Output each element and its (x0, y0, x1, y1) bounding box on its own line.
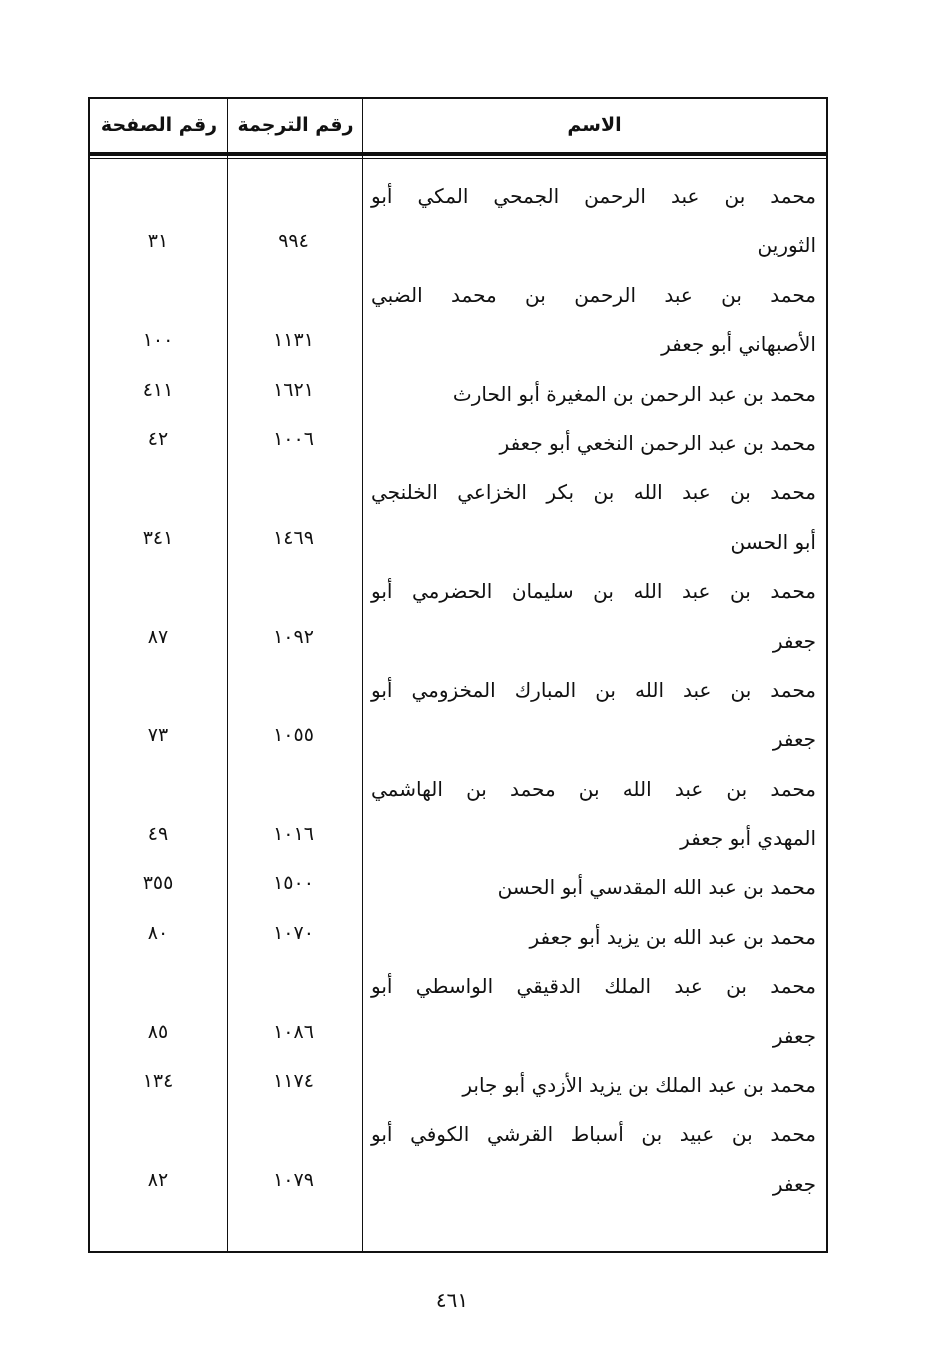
translation-number: ١٠٥٥ (273, 724, 314, 747)
name-line: محمد بن عبد الله المقدسي أبو الحسن (497, 875, 816, 900)
translation-number: ١٦٢١ (273, 378, 314, 401)
name-line: محمد بن عبد الملك بن يزيد الأزدي أبو جاب… (462, 1073, 816, 1098)
name-line: محمد بن عبد الله بن محمد بن الهاشمي (371, 776, 816, 801)
entry-name: محمد بن عبد الله بن محمد بن الهاشمي المهد… (371, 765, 816, 864)
header-rule-thick (90, 152, 826, 156)
name-line: أبو الحسن (730, 529, 816, 554)
translation-number: ١٥٠٠ (273, 872, 314, 895)
entry-name: محمد بن عبد الله المقدسي أبو الحسن (371, 863, 816, 912)
name-line: جعفر (772, 628, 816, 653)
translation-number: ١٠٨٦ (273, 1020, 314, 1043)
page-number-cell: ٨٥ (147, 1020, 169, 1043)
table-row: محمد بن عبد الله بن يزيد أبو جعفر ١٠٧٠ ٨٠ (90, 913, 826, 962)
table-row: محمد بن عبد الرحمن بن محمد الضبي الأصبهان… (90, 271, 826, 370)
page-number-cell: ٨٠ (147, 921, 169, 944)
name-line: محمد بن عبد الرحمن الجمحي المكي أبو (371, 184, 816, 208)
table-row: محمد بن عبد الله بن المبارك المخزومي أبو… (90, 666, 826, 765)
entry-name: محمد بن عبد الله بن المبارك المخزومي أبو… (371, 666, 816, 765)
page-number: ٤٦١ (435, 1288, 469, 1312)
table-row: محمد بن عبيد بن أسباط القرشي الكوفي أبو ج… (90, 1110, 826, 1209)
name-line: الثورين (757, 233, 816, 258)
entry-name: محمد بن عبد الله بن يزيد أبو جعفر (371, 913, 816, 962)
header-rule-thin (90, 158, 826, 159)
entry-name: محمد بن عبد الملك الدقيقي الواسطي أبو جعف… (371, 962, 816, 1061)
page-number-cell: ٨٢ (147, 1168, 169, 1191)
name-line: المهدي أبو جعفر (680, 826, 816, 851)
page-number-cell: ٣٤١ (142, 526, 174, 549)
name-line: محمد بن عبد الرحمن بن المغيرة أبو الحارث (452, 381, 816, 406)
table-row: محمد بن عبد الله بن محمد بن الهاشمي المهد… (90, 765, 826, 864)
header-page-no: رقم الصفحة (100, 114, 218, 136)
translation-number: ١١٧٤ (273, 1070, 314, 1093)
name-line: محمد بن عبد الله بن يزيد أبو جعفر (529, 924, 816, 949)
name-line: الأصبهاني أبو جعفر (661, 332, 816, 357)
table-row: محمد بن عبد الله المقدسي أبو الحسن ١٥٠٠ ٣٥… (90, 863, 826, 912)
name-line: جعفر (772, 727, 816, 752)
translation-number: ٩٩٤ (278, 230, 309, 253)
header-name: الاسم (567, 114, 622, 136)
entry-name: محمد بن عبد الله بن بكر الخزاعي الخلنجي أ… (371, 468, 816, 567)
name-line: جعفر (772, 1171, 816, 1196)
translation-number: ١٤٦٩ (273, 526, 314, 549)
name-line: محمد بن عبد الملك الدقيقي الواسطي أبو (371, 974, 816, 999)
name-line: جعفر (772, 1023, 816, 1048)
page-number-cell: ١٣٤ (142, 1070, 174, 1093)
index-table: الاسم رقم الترجمة رقم الصفحة محمد بن عبد… (88, 97, 828, 1253)
translation-number: ١١٣١ (273, 329, 314, 352)
table-header: الاسم رقم الترجمة رقم الصفحة (90, 99, 826, 152)
table-row: محمد بن عبد الرحمن الجمحي المكي أبو الثور… (90, 172, 826, 271)
page-number-cell: ٣٥٥ (142, 872, 174, 895)
column-divider (227, 99, 228, 1251)
header-translation-no: رقم الترجمة (237, 114, 354, 136)
page-number-cell: ٧٣ (147, 724, 169, 747)
name-line: محمد بن عبيد بن أسباط القرشي الكوفي أبو (371, 1122, 816, 1147)
entry-name: محمد بن عبد الرحمن بن المغيرة أبو الحارث (371, 370, 816, 419)
translation-number: ١٠٧٠ (273, 921, 314, 944)
entry-name: محمد بن عبد الرحمن الجمحي المكي أبو الثور… (371, 172, 816, 271)
page-number-cell: ٤٩ (147, 823, 169, 846)
table-row: محمد بن عبد الملك الدقيقي الواسطي أبو جعف… (90, 962, 826, 1061)
translation-number: ١٠١٦ (273, 823, 314, 846)
page-number-cell: ٣١ (147, 230, 169, 253)
entry-name: محمد بن عبد الرحمن النخعي أبو جعفر (371, 419, 816, 468)
table-row: محمد بن عبد الرحمن بن المغيرة أبو الحارث… (90, 370, 826, 419)
page-number-cell: ٤٢ (147, 427, 169, 450)
translation-number: ١٠٩٢ (273, 625, 314, 648)
table-body: محمد بن عبد الرحمن الجمحي المكي أبو الثور… (90, 172, 826, 1209)
page-number-cell: ١٠٠ (142, 329, 174, 352)
name-line: محمد بن عبد الله بن بكر الخزاعي الخلنجي (371, 480, 816, 505)
translation-number: ١٠٠٦ (273, 427, 314, 450)
name-line: محمد بن عبد الرحمن النخعي أبو جعفر (499, 430, 816, 455)
entry-name: محمد بن عبيد بن أسباط القرشي الكوفي أبو ج… (371, 1110, 816, 1209)
table-row: محمد بن عبد الرحمن النخعي أبو جعفر ١٠٠٦ ٤٢ (90, 419, 826, 468)
name-line: محمد بن عبد الرحمن بن محمد الضبي (371, 282, 816, 307)
name-line: محمد بن عبد الله بن سليمان الحضرمي أبو (371, 579, 816, 604)
page-number-cell: ٤١١ (142, 378, 174, 401)
page-number-cell: ٨٧ (147, 625, 169, 648)
table-row: محمد بن عبد الله بن بكر الخزاعي الخلنجي أ… (90, 468, 826, 567)
table-row: محمد بن عبد الله بن سليمان الحضرمي أبو جع… (90, 567, 826, 666)
entry-name: محمد بن عبد الملك بن يزيد الأزدي أبو جاب… (371, 1061, 816, 1110)
name-line: محمد بن عبد الله بن المبارك المخزومي أبو (371, 677, 816, 702)
column-divider (362, 99, 363, 1251)
entry-name: محمد بن عبد الرحمن بن محمد الضبي الأصبهان… (371, 271, 816, 370)
entry-name: محمد بن عبد الله بن سليمان الحضرمي أبو جع… (371, 567, 816, 666)
translation-number: ١٠٧٩ (273, 1168, 314, 1191)
table-row: محمد بن عبد الملك بن يزيد الأزدي أبو جاب… (90, 1061, 826, 1110)
